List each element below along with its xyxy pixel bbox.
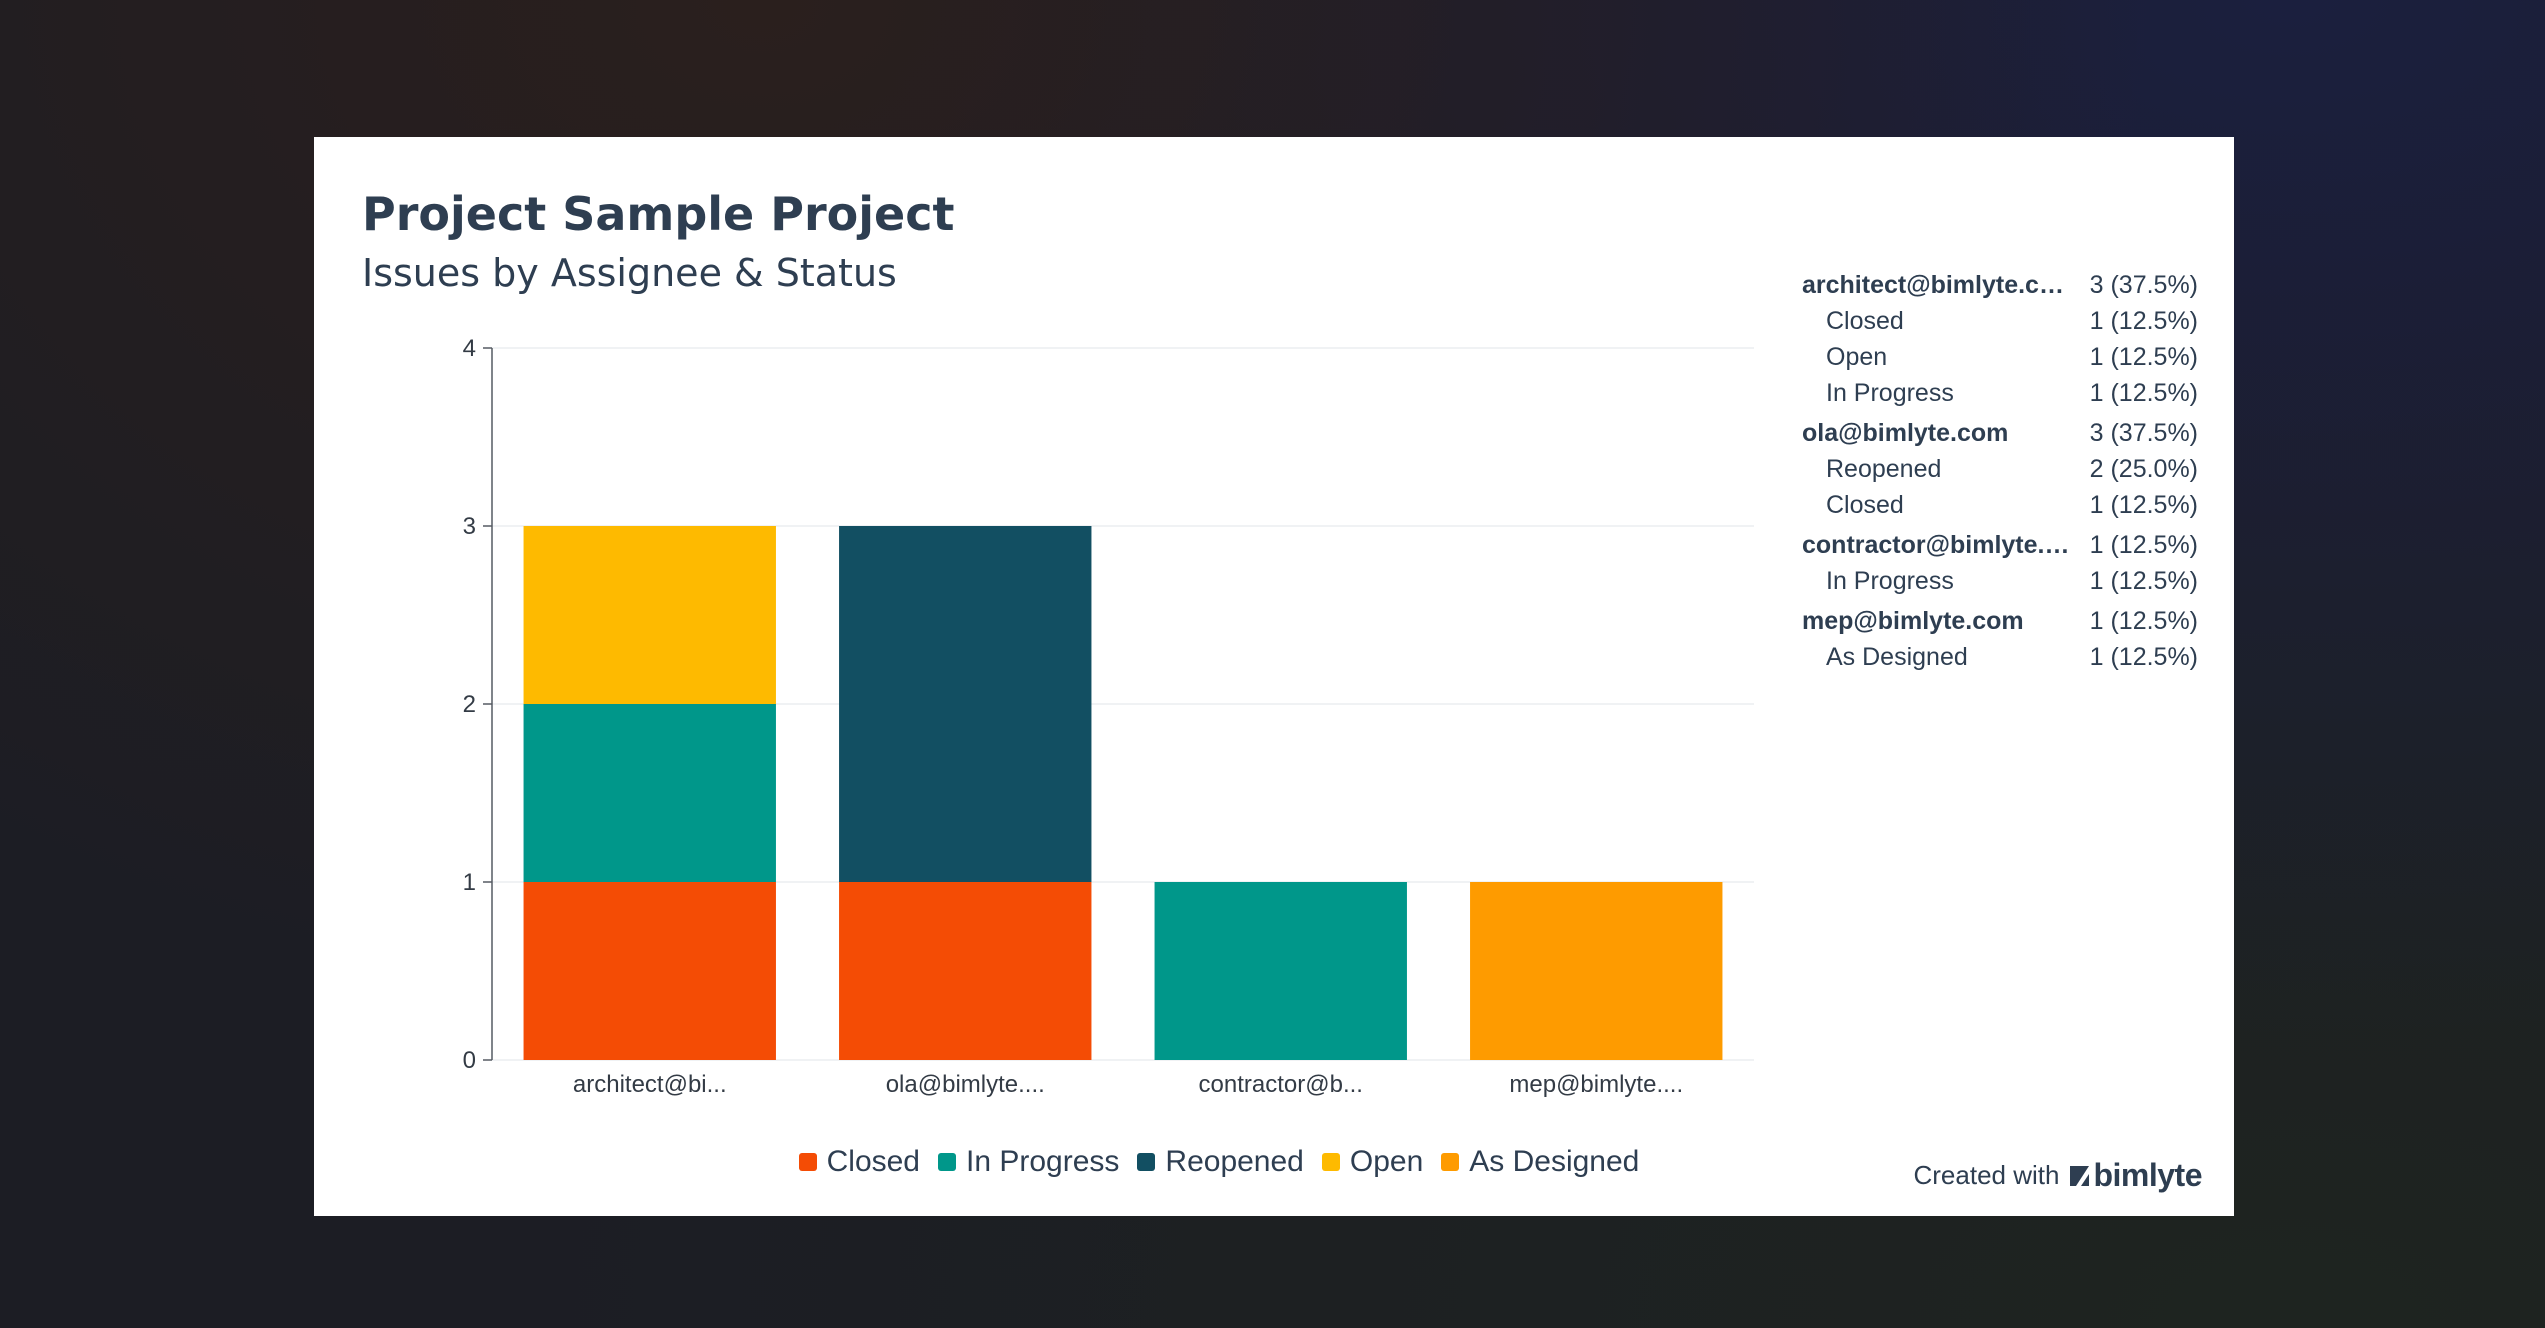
bar-segment-open[interactable] xyxy=(523,526,776,704)
breakdown-group-row: mep@bimlyte.com 1 (12.5%) xyxy=(1802,603,2198,639)
breakdown-value: 3 (37.5%) xyxy=(2089,418,2198,447)
x-tick-label: architect@bi... xyxy=(573,1071,727,1098)
x-tick-label: contractor@b... xyxy=(1199,1071,1363,1098)
x-tick-label: mep@bimlyte.... xyxy=(1509,1071,1683,1098)
bar-segment-reopened[interactable] xyxy=(839,526,1092,882)
breakdown-label: Open xyxy=(1826,342,1888,371)
breakdown-value: 1 (12.5%) xyxy=(2089,306,2198,335)
breakdown-value: 1 (12.5%) xyxy=(2089,606,2198,635)
breakdown-label: Closed xyxy=(1826,306,1904,335)
y-axis: 0 1 2 3 4 xyxy=(463,335,493,1074)
breakdown-sub-row: In Progress 1 (12.5%) xyxy=(1802,563,2198,599)
breakdown-value: 2 (25.0%) xyxy=(2089,454,2198,483)
legend-item[interactable]: As Designed xyxy=(1441,1145,1639,1179)
legend-label: As Designed xyxy=(1469,1145,1640,1178)
y-tick-label: 0 xyxy=(463,1047,476,1074)
legend-swatch xyxy=(798,1153,817,1171)
chart-legend: Closed In Progress Reopened Open As Designed xyxy=(654,1145,1784,1179)
breakdown-value: 1 (12.5%) xyxy=(2089,490,2198,519)
legend-item[interactable]: In Progress xyxy=(938,1145,1119,1179)
breakdown-list: architect@bimlyte.co... 3 (37.5%) Closed 1 … xyxy=(1802,263,2198,675)
legend-label: Closed xyxy=(826,1145,920,1178)
footer-brand: bimlyte xyxy=(2093,1157,2202,1193)
breakdown-sub-row: Open 1 (12.5%) xyxy=(1802,339,2198,375)
breakdown-group-row: architect@bimlyte.co... 3 (37.5%) xyxy=(1802,267,2198,303)
breakdown-value: 1 (12.5%) xyxy=(2089,642,2198,671)
chart-card: Project Sample Project Issues by Assigne… xyxy=(314,137,2234,1216)
legend-item[interactable]: Closed xyxy=(798,1145,920,1179)
breakdown-label: architect@bimlyte.co... xyxy=(1802,270,2070,299)
legend-item[interactable]: Reopened xyxy=(1137,1145,1304,1179)
x-tick-label: ola@bimlyte.... xyxy=(886,1071,1045,1098)
breakdown-value: 1 (12.5%) xyxy=(2089,342,2198,371)
bars xyxy=(523,526,1723,1060)
legend-swatch xyxy=(1321,1153,1340,1171)
legend-swatch xyxy=(1441,1153,1460,1171)
breakdown-group-row: contractor@bimlyte.c... 1 (12.5%) xyxy=(1802,527,2198,563)
breakdown-label: ola@bimlyte.com xyxy=(1802,418,2009,447)
breakdown-label: mep@bimlyte.com xyxy=(1802,606,2024,635)
legend-swatch xyxy=(938,1153,956,1171)
breakdown-group-row: ola@bimlyte.com 3 (37.5%) xyxy=(1802,415,2198,451)
breakdown-label: In Progress xyxy=(1826,566,1954,595)
breakdown-label: contractor@bimlyte.c... xyxy=(1802,530,2070,559)
y-tick-label: 1 xyxy=(463,869,476,896)
bar-segment-closed[interactable] xyxy=(839,882,1092,1060)
breakdown-label: Closed xyxy=(1826,490,1904,519)
breakdown-sub-row: Closed 1 (12.5%) xyxy=(1802,303,2198,339)
bimlyte-logo-icon xyxy=(2070,1165,2090,1186)
breakdown-label: Reopened xyxy=(1826,454,1942,483)
x-axis-labels: architect@bi... ola@bimlyte.... contractor… xyxy=(573,1071,1683,1098)
bar-chart: 0 1 2 3 4 architect@bi... ola@bimlyte.... cont… xyxy=(463,335,1754,1098)
legend-label: In Progress xyxy=(966,1145,1120,1178)
chart-title: Project Sample Project xyxy=(362,187,955,241)
bar-segment-closed[interactable] xyxy=(523,882,776,1060)
breakdown-value: 1 (12.5%) xyxy=(2089,378,2198,407)
bar-segment-in-progress[interactable] xyxy=(523,704,776,882)
legend-item[interactable]: Open xyxy=(1321,1145,1424,1179)
breakdown-label: In Progress xyxy=(1826,378,1954,407)
breakdown-value: 3 (37.5%) xyxy=(2089,270,2198,299)
footer-credit: Created with bimlyte xyxy=(1914,1157,2203,1194)
breakdown-sub-row: Closed 1 (12.5%) xyxy=(1802,487,2198,523)
breakdown-sub-row: Reopened 2 (25.0%) xyxy=(1802,451,2198,487)
breakdown-sub-row: As Designed 1 (12.5%) xyxy=(1802,639,2198,675)
breakdown-value: 1 (12.5%) xyxy=(2089,530,2198,559)
legend-label: Reopened xyxy=(1165,1145,1304,1178)
breakdown-value: 1 (12.5%) xyxy=(2089,566,2198,595)
breakdown-sub-row: In Progress 1 (12.5%) xyxy=(1802,375,2198,411)
legend-label: Open xyxy=(1349,1145,1424,1178)
y-tick-label: 4 xyxy=(463,335,476,362)
chart-subtitle: Issues by Assignee & Status xyxy=(362,251,897,295)
footer-prefix: Created with xyxy=(1913,1160,2060,1190)
bar-segment-in-progress[interactable] xyxy=(1154,882,1407,1060)
y-tick-label: 3 xyxy=(463,513,476,540)
y-tick-label: 2 xyxy=(463,691,476,718)
legend-swatch xyxy=(1137,1153,1156,1171)
bar-segment-as-designed[interactable] xyxy=(1470,882,1723,1060)
breakdown-label: As Designed xyxy=(1826,642,1968,671)
